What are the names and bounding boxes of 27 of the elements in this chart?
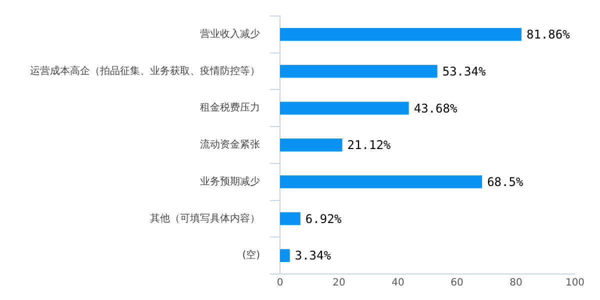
x-tick-label: 100 (565, 278, 585, 289)
y-tick-label: 营业收入减少 (200, 28, 260, 40)
bar (280, 102, 409, 115)
data-label: 43.68% (414, 101, 458, 116)
bar (280, 249, 290, 262)
bar (280, 28, 522, 41)
bar (280, 175, 482, 188)
data-label: 68.5% (487, 174, 524, 189)
data-label: 3.34% (294, 248, 332, 263)
y-tick-label: (空) (242, 249, 260, 262)
data-label: 6.92% (305, 212, 342, 226)
bar (280, 212, 300, 226)
y-tick-label: 业务预期减少 (200, 175, 260, 188)
y-tick-label: 其他（可填写具体内容） (150, 212, 260, 224)
data-label: 81.86% (526, 28, 571, 42)
data-label: 21.12% (347, 138, 392, 152)
data-label: 53.34% (442, 64, 486, 78)
x-tick-label: 20 (332, 278, 346, 289)
x-tick-label: 80 (510, 278, 522, 289)
x-tick-label: 0 (276, 278, 284, 289)
y-tick-label: 流动资金紧张 (200, 138, 260, 151)
y-tick-label: 运营成本高企（拍品征集、业务获取、疫情防控等） (30, 64, 260, 77)
x-tick-label: 40 (392, 278, 404, 289)
bar (280, 138, 342, 152)
x-tick-label: 60 (450, 278, 464, 289)
y-tick-label: 租金税费压力 (200, 102, 260, 114)
bar (280, 64, 438, 78)
